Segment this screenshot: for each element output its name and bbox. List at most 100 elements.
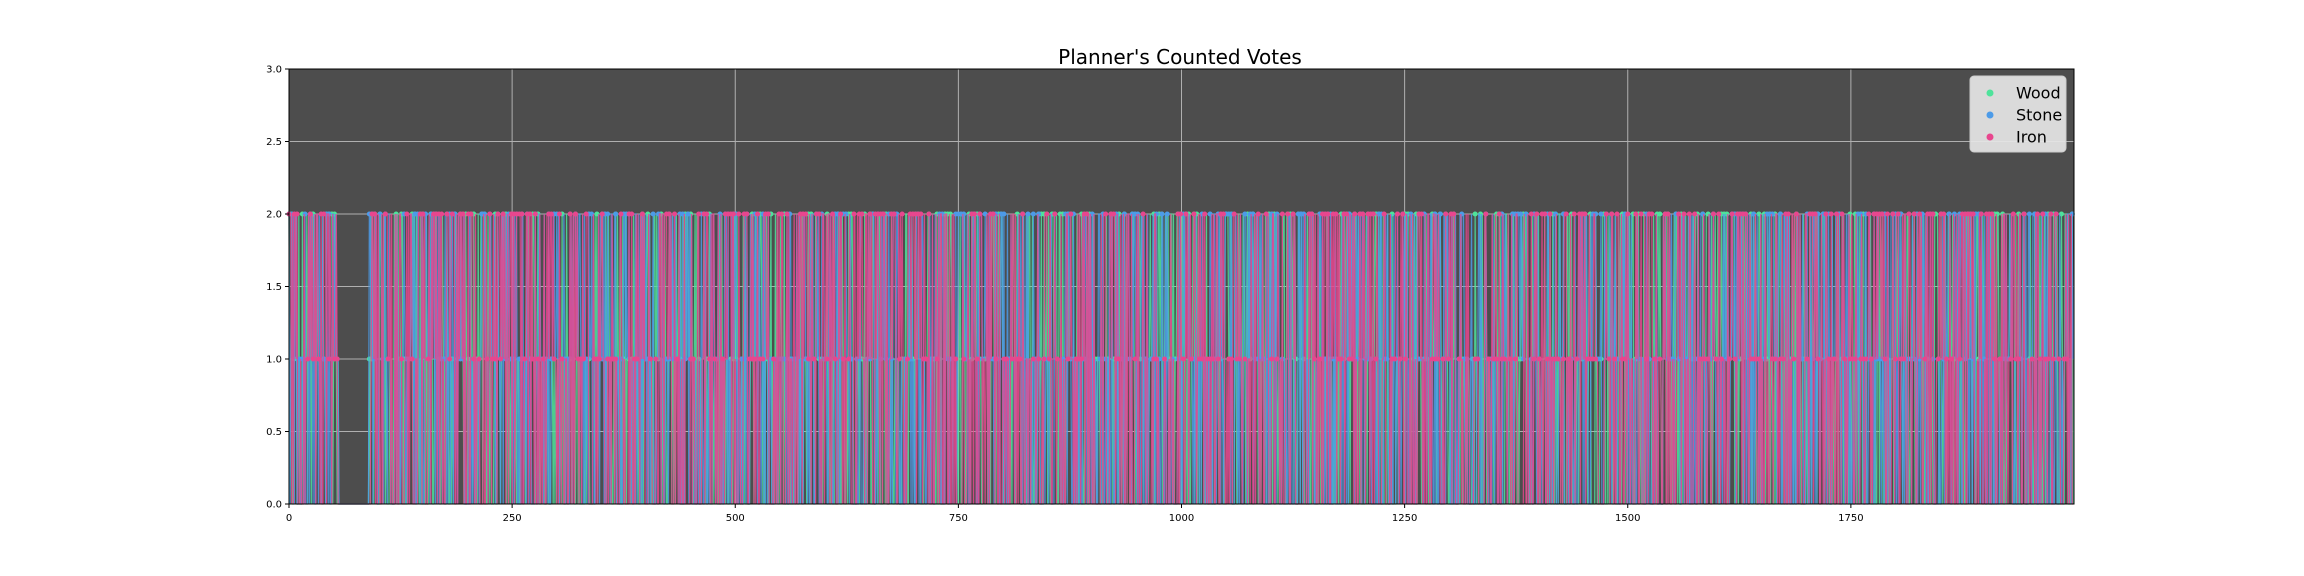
point-iron — [315, 356, 321, 362]
point-iron — [2040, 211, 2046, 217]
point-iron — [1183, 211, 1189, 217]
point-iron — [567, 211, 573, 217]
point-iron — [1729, 211, 1735, 217]
point-iron — [1649, 211, 1655, 217]
point-stone — [843, 211, 849, 217]
point-iron — [1614, 211, 1620, 217]
point-iron — [1290, 211, 1296, 217]
x-tick-label: 500 — [726, 513, 745, 524]
point-iron — [468, 211, 474, 217]
point-iron — [1263, 211, 1269, 217]
point-iron — [1494, 356, 1500, 362]
legend-marker-iron — [1986, 133, 1994, 141]
point-iron — [2037, 356, 2043, 362]
point-iron — [1162, 356, 1168, 362]
point-iron — [891, 211, 897, 217]
point-iron — [1681, 211, 1687, 217]
x-tick-label: 250 — [503, 513, 522, 524]
point-iron — [572, 211, 578, 217]
point-iron — [1311, 356, 1317, 362]
point-iron — [1917, 211, 1923, 217]
series-lines — [286, 211, 2075, 505]
point-iron — [444, 211, 450, 217]
point-iron — [1475, 356, 1481, 362]
point-iron — [1890, 211, 1896, 217]
point-iron — [1863, 356, 1869, 362]
point-iron — [1943, 356, 1949, 362]
point-iron — [634, 356, 640, 362]
point-iron — [1188, 356, 1194, 362]
point-iron — [1879, 211, 1885, 217]
point-iron — [1191, 211, 1197, 217]
series-markers-iron — [286, 211, 2070, 362]
point-iron — [1705, 356, 1711, 362]
point-iron — [696, 211, 702, 217]
point-iron — [1823, 211, 1829, 217]
point-iron — [1935, 356, 1941, 362]
point-iron — [1732, 356, 1738, 362]
point-iron — [1242, 356, 1248, 362]
point-iron — [535, 356, 541, 362]
point-iron — [1718, 356, 1724, 362]
point-stone — [1858, 211, 1864, 217]
point-iron — [803, 211, 809, 217]
point-iron — [1839, 211, 1845, 217]
point-iron — [1352, 211, 1358, 217]
point-iron — [1065, 356, 1071, 362]
point-iron — [639, 211, 645, 217]
y-tick-label: 2.5 — [266, 137, 282, 148]
point-iron — [2050, 356, 2056, 362]
point-iron — [1868, 356, 1874, 362]
point-iron — [1831, 356, 1837, 362]
point-iron — [2064, 356, 2070, 362]
point-iron — [1309, 211, 1315, 217]
point-stone — [302, 211, 308, 217]
point-iron — [760, 356, 766, 362]
point-iron — [1866, 211, 1872, 217]
point-iron — [1370, 211, 1376, 217]
point-iron — [382, 211, 388, 217]
point-iron — [846, 356, 852, 362]
point-iron — [1317, 356, 1323, 362]
point-wood — [1657, 211, 1663, 217]
point-iron — [961, 356, 967, 362]
point-iron — [540, 356, 546, 362]
legend-box — [1969, 75, 2067, 153]
point-iron — [755, 211, 761, 217]
point-iron — [559, 356, 565, 362]
point-iron — [744, 211, 750, 217]
point-iron — [880, 211, 886, 217]
point-iron — [765, 211, 771, 217]
point-iron — [1215, 356, 1221, 362]
point-iron — [811, 356, 817, 362]
point-iron — [896, 356, 902, 362]
point-iron — [1052, 211, 1058, 217]
point-iron — [1895, 211, 1901, 217]
point-iron — [471, 356, 477, 362]
point-stone — [1552, 211, 1558, 217]
point-stone — [1274, 211, 1280, 217]
point-stone — [1135, 211, 1141, 217]
point-iron — [690, 356, 696, 362]
point-iron — [1804, 356, 1810, 362]
point-iron — [476, 356, 482, 362]
point-iron — [1852, 356, 1858, 362]
x-tick-label: 750 — [949, 513, 968, 524]
point-iron — [953, 356, 959, 362]
point-iron — [993, 356, 999, 362]
point-iron — [1030, 356, 1036, 362]
point-iron — [326, 356, 332, 362]
point-iron — [1785, 211, 1791, 217]
point-iron — [532, 211, 538, 217]
point-iron — [1957, 356, 1963, 362]
point-iron — [1360, 211, 1366, 217]
point-iron — [409, 356, 415, 362]
point-iron — [1132, 356, 1138, 362]
point-iron — [484, 356, 490, 362]
point-iron — [1727, 356, 1732, 362]
point-iron — [1633, 211, 1639, 217]
point-iron — [581, 356, 587, 362]
point-iron — [1815, 356, 1821, 362]
point-iron — [2034, 211, 2040, 217]
point-iron — [1394, 211, 1400, 217]
